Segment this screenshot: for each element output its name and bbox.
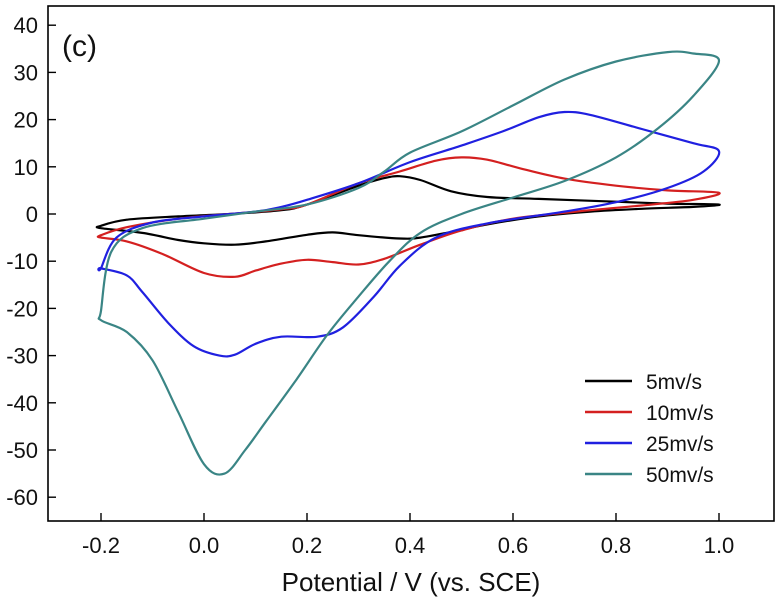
y-tick-label: 10 <box>14 155 38 180</box>
legend-label: 10mv/s <box>646 402 714 425</box>
series-line-3 <box>97 110 721 358</box>
y-tick-label: -10 <box>6 249 38 274</box>
x-axis: -0.2 0.0 0.2 0.4 0.6 0.8 1.0 <box>82 513 734 558</box>
y-tick-label: 20 <box>14 108 38 133</box>
legend: 5mv/s 10mv/s 25mv/s 50mv/s <box>585 371 714 487</box>
series-line-2 <box>96 156 721 279</box>
y-tick-label: -40 <box>6 391 38 416</box>
series-layer <box>95 50 721 476</box>
series-line-1 <box>95 175 721 246</box>
y-tick-label: -50 <box>6 438 38 463</box>
y-tick-label: 30 <box>14 60 38 85</box>
y-axis: 40 30 20 10 0 -10 -20 -30 -40 -50 -60 <box>6 13 56 510</box>
y-tick-label: 40 <box>14 13 38 38</box>
y-tick-label: -60 <box>6 485 38 510</box>
x-tick-label: 0.4 <box>395 533 426 558</box>
x-tick-label: 0.6 <box>498 533 529 558</box>
x-tick-label: 1.0 <box>704 533 735 558</box>
series-line-4 <box>97 50 721 476</box>
x-tick-label: 0.8 <box>601 533 632 558</box>
plot-frame <box>47 5 775 522</box>
legend-label: 50mv/s <box>646 464 714 487</box>
y-tick-label: 0 <box>26 202 38 227</box>
x-axis-title: Potential / V (vs. SCE) <box>282 567 541 597</box>
legend-label: 25mv/s <box>646 433 714 456</box>
x-tick-label: -0.2 <box>82 533 120 558</box>
x-tick-label: 0.2 <box>292 533 323 558</box>
legend-label: 5mv/s <box>646 371 702 394</box>
y-tick-label: -20 <box>6 296 38 321</box>
x-tick-label: 0.0 <box>189 533 220 558</box>
panel-label: (c) <box>62 30 97 63</box>
y-tick-label: -30 <box>6 344 38 369</box>
